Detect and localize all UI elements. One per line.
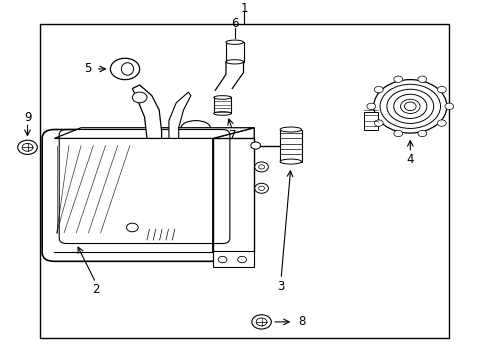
FancyBboxPatch shape <box>42 130 222 261</box>
Bar <box>363 112 377 130</box>
Polygon shape <box>168 92 190 138</box>
Polygon shape <box>132 85 161 138</box>
Ellipse shape <box>121 63 133 75</box>
Circle shape <box>18 140 37 154</box>
Text: 3: 3 <box>277 280 284 293</box>
Bar <box>212 251 254 267</box>
Circle shape <box>417 130 426 137</box>
Text: 6: 6 <box>230 17 238 30</box>
Text: 5: 5 <box>83 62 91 76</box>
Circle shape <box>366 103 375 109</box>
Ellipse shape <box>225 60 243 64</box>
Circle shape <box>444 103 453 109</box>
Circle shape <box>258 186 264 190</box>
Circle shape <box>437 86 446 93</box>
Circle shape <box>374 120 382 126</box>
Polygon shape <box>212 128 254 252</box>
Text: 7: 7 <box>228 129 236 142</box>
Bar <box>225 42 243 62</box>
Circle shape <box>437 120 446 126</box>
Circle shape <box>254 162 268 172</box>
Circle shape <box>254 183 268 193</box>
Text: 1: 1 <box>240 2 248 15</box>
Circle shape <box>374 86 382 93</box>
Circle shape <box>404 102 415 111</box>
Circle shape <box>132 92 147 103</box>
Circle shape <box>258 165 264 169</box>
Ellipse shape <box>213 96 231 99</box>
Bar <box>40 24 448 338</box>
Text: 2: 2 <box>92 283 100 296</box>
Circle shape <box>250 142 260 149</box>
Circle shape <box>393 76 402 82</box>
Circle shape <box>417 76 426 82</box>
Circle shape <box>393 130 402 137</box>
Ellipse shape <box>280 127 301 132</box>
Text: 8: 8 <box>297 315 305 328</box>
Circle shape <box>110 58 140 80</box>
Circle shape <box>126 223 138 232</box>
Polygon shape <box>54 128 254 138</box>
Circle shape <box>237 256 246 263</box>
Circle shape <box>218 256 226 263</box>
Text: 9: 9 <box>24 111 31 123</box>
Bar <box>212 138 254 252</box>
Ellipse shape <box>225 40 243 44</box>
Bar <box>280 130 301 162</box>
Circle shape <box>251 315 271 329</box>
Circle shape <box>22 143 33 151</box>
Bar <box>213 98 231 113</box>
Text: 4: 4 <box>406 153 413 166</box>
Ellipse shape <box>213 112 231 115</box>
Circle shape <box>373 80 446 133</box>
Circle shape <box>256 318 266 326</box>
Ellipse shape <box>280 159 301 164</box>
